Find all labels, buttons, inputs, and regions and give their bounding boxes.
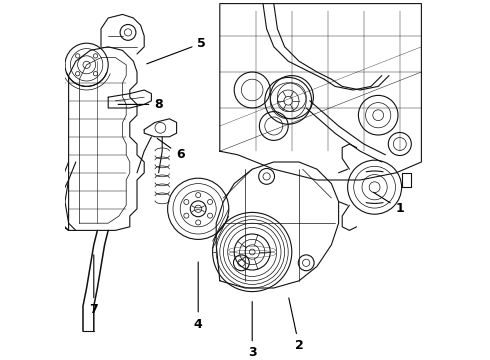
Text: 6: 6: [157, 138, 185, 161]
Text: 4: 4: [194, 262, 202, 330]
Polygon shape: [216, 162, 339, 288]
Text: 3: 3: [248, 302, 256, 359]
Text: 8: 8: [118, 98, 163, 111]
Text: 5: 5: [147, 37, 206, 64]
Text: 7: 7: [90, 255, 98, 316]
Text: 2: 2: [289, 298, 303, 352]
Text: 1: 1: [373, 192, 404, 215]
